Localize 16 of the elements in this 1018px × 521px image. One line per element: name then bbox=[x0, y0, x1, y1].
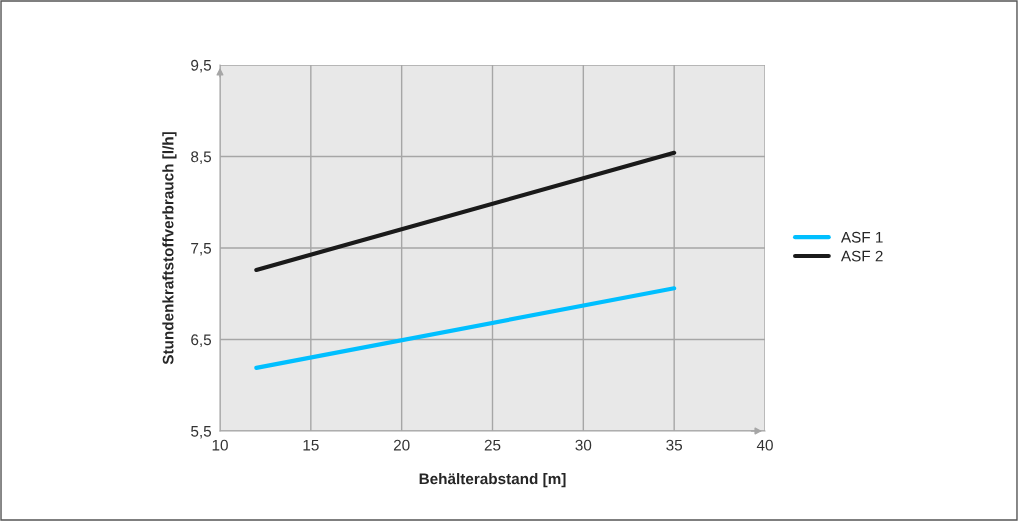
x-tick-label: 30 bbox=[575, 439, 592, 451]
x-tick-label: 40 bbox=[756, 439, 773, 451]
x-axis-title: Behälterabstand [m] bbox=[419, 473, 566, 488]
y-tick-label: 8,5 bbox=[191, 151, 212, 164]
y-tick-label: 7,5 bbox=[191, 243, 212, 256]
x-tick-label: 15 bbox=[303, 439, 319, 451]
x-tick-label: 35 bbox=[666, 439, 683, 451]
x-tick-label: 20 bbox=[393, 439, 410, 451]
y-tick-label: 6,5 bbox=[191, 334, 212, 347]
y-tick-label: 9,5 bbox=[191, 59, 212, 73]
x-tick-label: 10 bbox=[212, 439, 228, 451]
y-axis-title: Stundenkraftstoffverbrauch [l/h] bbox=[162, 132, 177, 365]
x-tick-label: 25 bbox=[484, 439, 501, 451]
y-tick-label: 5,5 bbox=[191, 426, 212, 439]
legend-label: ASF 1 bbox=[840, 231, 883, 243]
legend-label: ASF 2 bbox=[840, 250, 883, 262]
